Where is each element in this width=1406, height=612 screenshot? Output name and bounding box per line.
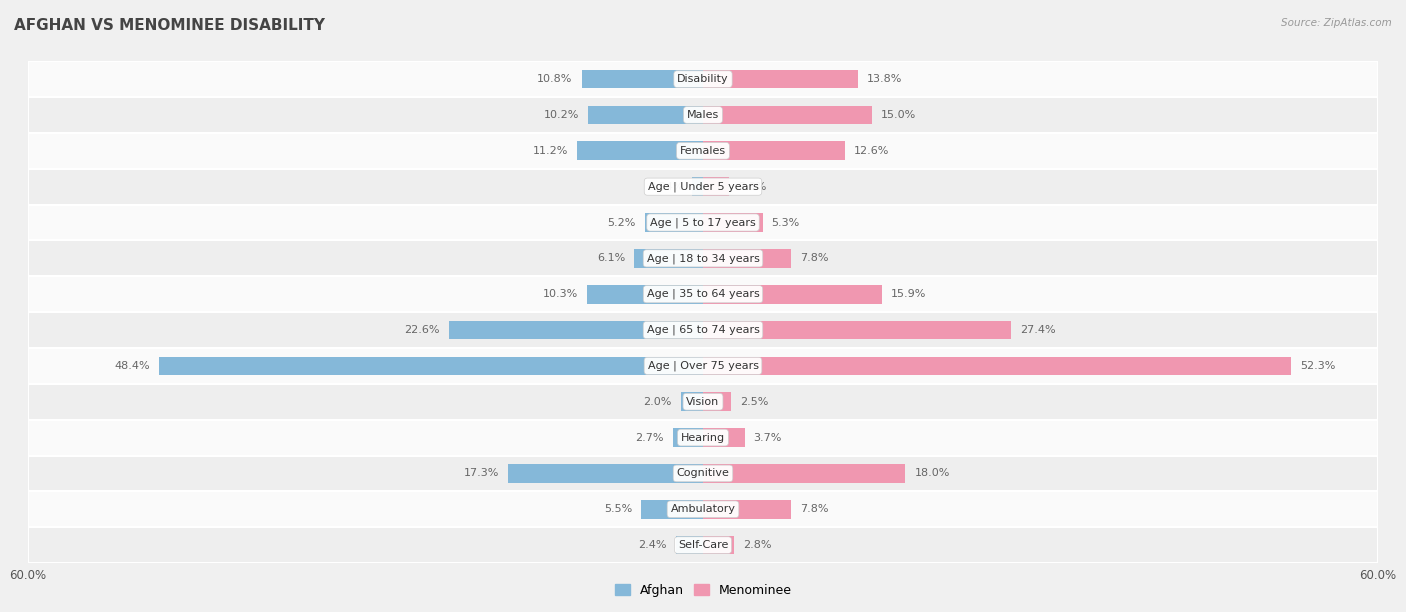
Text: 5.2%: 5.2% [607,217,636,228]
Bar [703,285,882,304]
Text: Age | Over 75 years: Age | Over 75 years [648,360,758,371]
Bar [28,97,1378,133]
Bar [28,312,1378,348]
Bar [703,106,872,124]
Bar [672,428,703,447]
Bar [703,536,734,554]
Text: 5.5%: 5.5% [605,504,633,514]
Text: 2.5%: 2.5% [740,397,769,407]
Bar [676,536,703,554]
Bar [703,177,728,196]
Bar [449,321,703,340]
Text: Age | 65 to 74 years: Age | 65 to 74 years [647,325,759,335]
Bar [703,500,790,518]
Bar [703,249,790,267]
Bar [28,455,1378,491]
Text: Hearing: Hearing [681,433,725,442]
Bar [28,527,1378,563]
Bar [28,204,1378,241]
Text: 17.3%: 17.3% [464,468,499,479]
Text: 2.7%: 2.7% [636,433,664,442]
Text: 12.6%: 12.6% [853,146,889,156]
Bar [28,61,1378,97]
Text: Ambulatory: Ambulatory [671,504,735,514]
Text: 48.4%: 48.4% [114,361,149,371]
Text: 10.2%: 10.2% [544,110,579,120]
Text: Cognitive: Cognitive [676,468,730,479]
Text: 22.6%: 22.6% [405,325,440,335]
Bar [159,357,703,375]
Bar [703,70,858,89]
Text: AFGHAN VS MENOMINEE DISABILITY: AFGHAN VS MENOMINEE DISABILITY [14,18,325,34]
Text: Source: ZipAtlas.com: Source: ZipAtlas.com [1281,18,1392,28]
Bar [28,384,1378,420]
Bar [588,106,703,124]
Text: 15.9%: 15.9% [891,289,927,299]
Text: 27.4%: 27.4% [1021,325,1056,335]
Text: 2.8%: 2.8% [744,540,772,550]
Text: Age | Under 5 years: Age | Under 5 years [648,181,758,192]
Bar [576,141,703,160]
Text: 2.4%: 2.4% [638,540,666,550]
Text: 2.0%: 2.0% [643,397,672,407]
Text: 52.3%: 52.3% [1301,361,1336,371]
Text: 7.8%: 7.8% [800,504,828,514]
Text: Self-Care: Self-Care [678,540,728,550]
Text: 0.94%: 0.94% [648,182,683,192]
Text: 10.3%: 10.3% [543,289,578,299]
Bar [703,321,1011,340]
Bar [681,392,703,411]
Text: Females: Females [681,146,725,156]
Bar [28,276,1378,312]
Legend: Afghan, Menominee: Afghan, Menominee [609,579,797,602]
Bar [703,464,905,483]
Text: Males: Males [688,110,718,120]
Bar [28,491,1378,527]
Bar [703,392,731,411]
Bar [692,177,703,196]
Text: Vision: Vision [686,397,720,407]
Text: 11.2%: 11.2% [533,146,568,156]
Text: 5.3%: 5.3% [772,217,800,228]
Bar [28,241,1378,276]
Bar [703,213,762,232]
Bar [582,70,703,89]
Bar [644,213,703,232]
Bar [641,500,703,518]
Text: 6.1%: 6.1% [598,253,626,263]
Bar [703,428,745,447]
Bar [28,169,1378,204]
Bar [28,348,1378,384]
Bar [703,357,1291,375]
Bar [28,420,1378,455]
Bar [588,285,703,304]
Bar [703,141,845,160]
Text: 15.0%: 15.0% [880,110,915,120]
Text: 3.7%: 3.7% [754,433,782,442]
Text: 2.3%: 2.3% [738,182,766,192]
Text: Age | 5 to 17 years: Age | 5 to 17 years [650,217,756,228]
Text: 10.8%: 10.8% [537,74,572,84]
Text: Age | 35 to 64 years: Age | 35 to 64 years [647,289,759,299]
Text: Age | 18 to 34 years: Age | 18 to 34 years [647,253,759,264]
Bar [509,464,703,483]
Bar [634,249,703,267]
Text: Disability: Disability [678,74,728,84]
Text: 13.8%: 13.8% [868,74,903,84]
Text: 7.8%: 7.8% [800,253,828,263]
Text: 18.0%: 18.0% [914,468,950,479]
Bar [28,133,1378,169]
